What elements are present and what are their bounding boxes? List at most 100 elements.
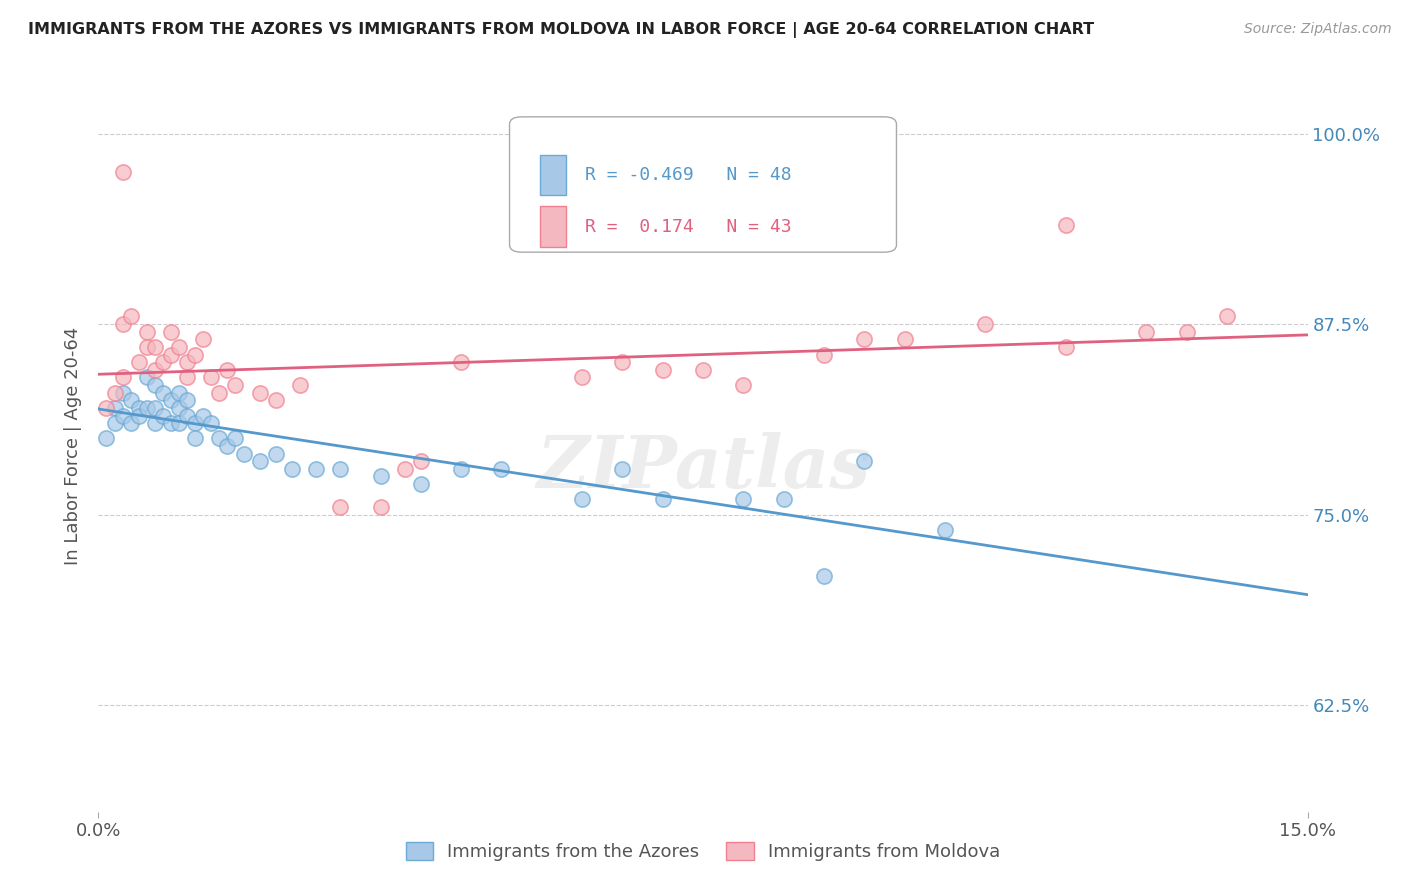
Point bbox=[143, 378, 166, 392]
Point bbox=[111, 164, 134, 178]
Point bbox=[135, 370, 157, 384]
Point bbox=[281, 462, 304, 476]
Point bbox=[200, 416, 222, 430]
Point bbox=[288, 378, 311, 392]
Point bbox=[128, 409, 150, 423]
Point bbox=[176, 393, 198, 408]
Point bbox=[111, 317, 134, 331]
Point bbox=[264, 393, 287, 408]
Text: R =  0.174   N = 43: R = 0.174 N = 43 bbox=[585, 218, 792, 235]
Point bbox=[167, 340, 190, 354]
Point bbox=[1216, 310, 1239, 324]
Text: IMMIGRANTS FROM THE AZORES VS IMMIGRANTS FROM MOLDOVA IN LABOR FORCE | AGE 20-64: IMMIGRANTS FROM THE AZORES VS IMMIGRANTS… bbox=[28, 22, 1094, 38]
Point bbox=[135, 325, 157, 339]
Point bbox=[893, 332, 915, 346]
Point bbox=[167, 385, 190, 400]
Point bbox=[491, 462, 513, 476]
Point bbox=[111, 385, 134, 400]
Point bbox=[651, 492, 673, 507]
Point bbox=[934, 523, 956, 537]
Y-axis label: In Labor Force | Age 20-64: In Labor Force | Age 20-64 bbox=[63, 326, 82, 566]
Point bbox=[193, 409, 215, 423]
Text: R = -0.469   N = 48: R = -0.469 N = 48 bbox=[585, 167, 792, 185]
Point bbox=[160, 347, 183, 362]
Point bbox=[450, 355, 472, 369]
Point bbox=[111, 409, 134, 423]
Point bbox=[143, 401, 166, 415]
Point bbox=[612, 462, 634, 476]
Point bbox=[217, 363, 239, 377]
Point bbox=[193, 332, 215, 346]
Point bbox=[200, 370, 222, 384]
Point bbox=[224, 431, 246, 445]
Point bbox=[1135, 325, 1157, 339]
Point bbox=[612, 355, 634, 369]
Point bbox=[160, 325, 183, 339]
Point bbox=[692, 363, 714, 377]
Point bbox=[96, 401, 118, 415]
Point bbox=[733, 378, 755, 392]
Point bbox=[208, 385, 231, 400]
Point bbox=[329, 500, 352, 514]
Point bbox=[370, 500, 392, 514]
Point bbox=[651, 363, 673, 377]
Point bbox=[152, 355, 174, 369]
FancyBboxPatch shape bbox=[509, 117, 897, 252]
Point bbox=[217, 439, 239, 453]
Point bbox=[249, 454, 271, 468]
Point bbox=[120, 393, 142, 408]
Point bbox=[152, 385, 174, 400]
Point bbox=[103, 401, 125, 415]
Legend: Immigrants from the Azores, Immigrants from Moldova: Immigrants from the Azores, Immigrants f… bbox=[398, 835, 1008, 869]
Point bbox=[152, 409, 174, 423]
Point bbox=[571, 370, 593, 384]
Point bbox=[1054, 340, 1077, 354]
Point bbox=[1175, 325, 1198, 339]
FancyBboxPatch shape bbox=[540, 155, 567, 195]
Point bbox=[370, 469, 392, 483]
Point bbox=[1054, 218, 1077, 232]
Point bbox=[813, 568, 835, 582]
Point bbox=[176, 370, 198, 384]
Point bbox=[409, 454, 432, 468]
Point bbox=[120, 416, 142, 430]
Point bbox=[264, 447, 287, 461]
Point bbox=[167, 416, 190, 430]
Point bbox=[128, 355, 150, 369]
Point bbox=[111, 370, 134, 384]
Point bbox=[128, 401, 150, 415]
FancyBboxPatch shape bbox=[540, 206, 567, 247]
Point bbox=[143, 363, 166, 377]
Point bbox=[167, 401, 190, 415]
Text: ZIPatlas: ZIPatlas bbox=[536, 433, 870, 503]
Point bbox=[120, 310, 142, 324]
Point bbox=[103, 416, 125, 430]
Point bbox=[329, 462, 352, 476]
Point bbox=[103, 385, 125, 400]
Point bbox=[184, 416, 207, 430]
Point bbox=[394, 462, 416, 476]
Point bbox=[143, 340, 166, 354]
Point bbox=[176, 355, 198, 369]
Point bbox=[853, 454, 876, 468]
Point bbox=[409, 477, 432, 491]
Point bbox=[176, 409, 198, 423]
Point bbox=[853, 332, 876, 346]
Text: Source: ZipAtlas.com: Source: ZipAtlas.com bbox=[1244, 22, 1392, 37]
Point bbox=[160, 393, 183, 408]
Point bbox=[135, 340, 157, 354]
Point bbox=[143, 416, 166, 430]
Point bbox=[208, 431, 231, 445]
Point bbox=[249, 385, 271, 400]
Point bbox=[184, 347, 207, 362]
Point bbox=[224, 378, 246, 392]
Point bbox=[184, 431, 207, 445]
Point bbox=[96, 431, 118, 445]
Point bbox=[733, 492, 755, 507]
Point bbox=[974, 317, 997, 331]
Point bbox=[305, 462, 328, 476]
Point bbox=[772, 492, 794, 507]
Point bbox=[160, 416, 183, 430]
Point bbox=[232, 447, 254, 461]
Point bbox=[135, 401, 157, 415]
